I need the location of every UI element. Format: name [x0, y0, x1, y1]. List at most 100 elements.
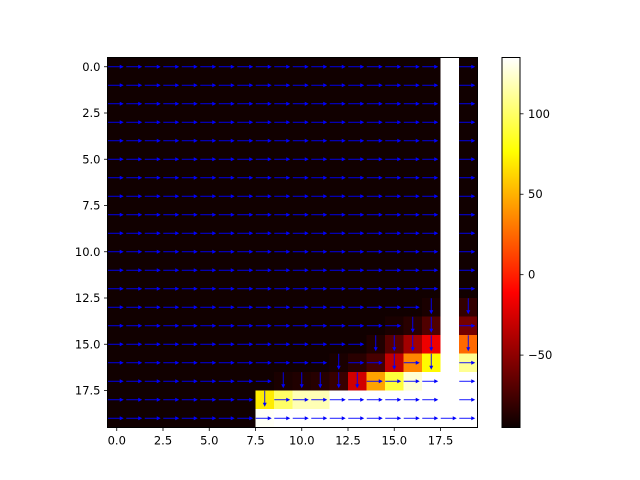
arrow-head [267, 286, 272, 291]
arrow-head [360, 249, 365, 254]
arrow-head [212, 175, 217, 180]
arrow-head [341, 268, 346, 273]
arrow-head [267, 175, 272, 180]
arrow-head [286, 138, 291, 143]
arrow-head [138, 83, 143, 88]
arrow-head [415, 360, 420, 365]
arrow-head [156, 379, 161, 384]
arrow-head [212, 64, 217, 69]
arrow-head [119, 120, 124, 125]
arrow-head [230, 360, 235, 365]
arrow-head [323, 138, 328, 143]
heatmap-cell [440, 150, 460, 169]
arrow-head [341, 175, 346, 180]
arrow-head [429, 365, 434, 370]
arrow-head [230, 305, 235, 310]
plot-frame [107, 57, 478, 428]
arrow-head [119, 268, 124, 273]
arrow-head [397, 64, 402, 69]
arrow-head [230, 64, 235, 69]
arrow-head [156, 101, 161, 106]
arrow-head [471, 157, 476, 162]
heatmap-cell [440, 242, 460, 262]
arrow-head [341, 101, 346, 106]
arrow-head [156, 175, 161, 180]
arrow-head [286, 360, 291, 365]
arrow-head [230, 397, 235, 402]
arrow-head [267, 194, 272, 199]
arrow-head [415, 64, 420, 69]
arrow-head [156, 231, 161, 236]
arrow-head [434, 64, 439, 69]
arrow-head [230, 342, 235, 347]
arrow-head [138, 138, 143, 143]
arrow-head [230, 249, 235, 254]
arrow-head [415, 416, 420, 421]
arrow-head [471, 212, 476, 217]
arrow-head [138, 249, 143, 254]
arrow-head [212, 194, 217, 199]
arrow-head [323, 268, 328, 273]
arrow-head [156, 286, 161, 291]
arrow-head [360, 138, 365, 143]
arrow-head [434, 138, 439, 143]
colorbar-tick-label: 50 [528, 187, 543, 201]
arrow-head [212, 157, 217, 162]
arrow-head [304, 64, 309, 69]
arrow-head [378, 231, 383, 236]
arrow-head [336, 384, 341, 389]
arrow-head [212, 212, 217, 217]
arrow-head [415, 379, 420, 384]
arrow-head [175, 101, 180, 106]
arrow-head [193, 138, 198, 143]
arrow-head [138, 286, 143, 291]
arrow-head [434, 249, 439, 254]
arrow-head [415, 249, 420, 254]
y-tick-label: 10.0 [75, 245, 101, 259]
arrow-head [304, 286, 309, 291]
arrow-head [175, 360, 180, 365]
arrow-head [323, 175, 328, 180]
arrow-head [249, 231, 254, 236]
arrow-head [267, 249, 272, 254]
arrow-head [212, 397, 217, 402]
heatmap-cell [440, 372, 460, 391]
arrow-head [471, 416, 476, 421]
y-tick-label: 7.5 [82, 199, 100, 213]
arrow-head [304, 212, 309, 217]
arrow-head [193, 305, 198, 310]
arrow-head [397, 120, 402, 125]
arrow-head [249, 194, 254, 199]
arrow-head [267, 138, 272, 143]
arrow-head [138, 268, 143, 273]
arrow-head [267, 157, 272, 162]
arrow-head [119, 64, 124, 69]
arrow-head [212, 286, 217, 291]
arrow-head [323, 83, 328, 88]
arrow-head [138, 342, 143, 347]
arrow-head [434, 397, 439, 402]
arrow-head [415, 268, 420, 273]
arrow-head [434, 101, 439, 106]
colorbar-tick-label: 0 [528, 268, 535, 282]
arrow-head [415, 120, 420, 125]
arrow-head [434, 416, 439, 421]
heatmap-cell [440, 298, 460, 317]
arrow-head [138, 194, 143, 199]
arrow-head [267, 342, 272, 347]
arrow-head [175, 194, 180, 199]
arrow-head [286, 305, 291, 310]
arrow-head [119, 286, 124, 291]
arrow-head [175, 342, 180, 347]
arrow-head [119, 249, 124, 254]
arrow-head [378, 379, 383, 384]
arrow-head [341, 120, 346, 125]
arrow-head [392, 365, 397, 370]
arrow-head [392, 347, 397, 352]
arrow-head [323, 286, 328, 291]
arrow-head [360, 120, 365, 125]
arrow-head [341, 231, 346, 236]
arrow-head [471, 323, 476, 328]
arrow-head [267, 231, 272, 236]
